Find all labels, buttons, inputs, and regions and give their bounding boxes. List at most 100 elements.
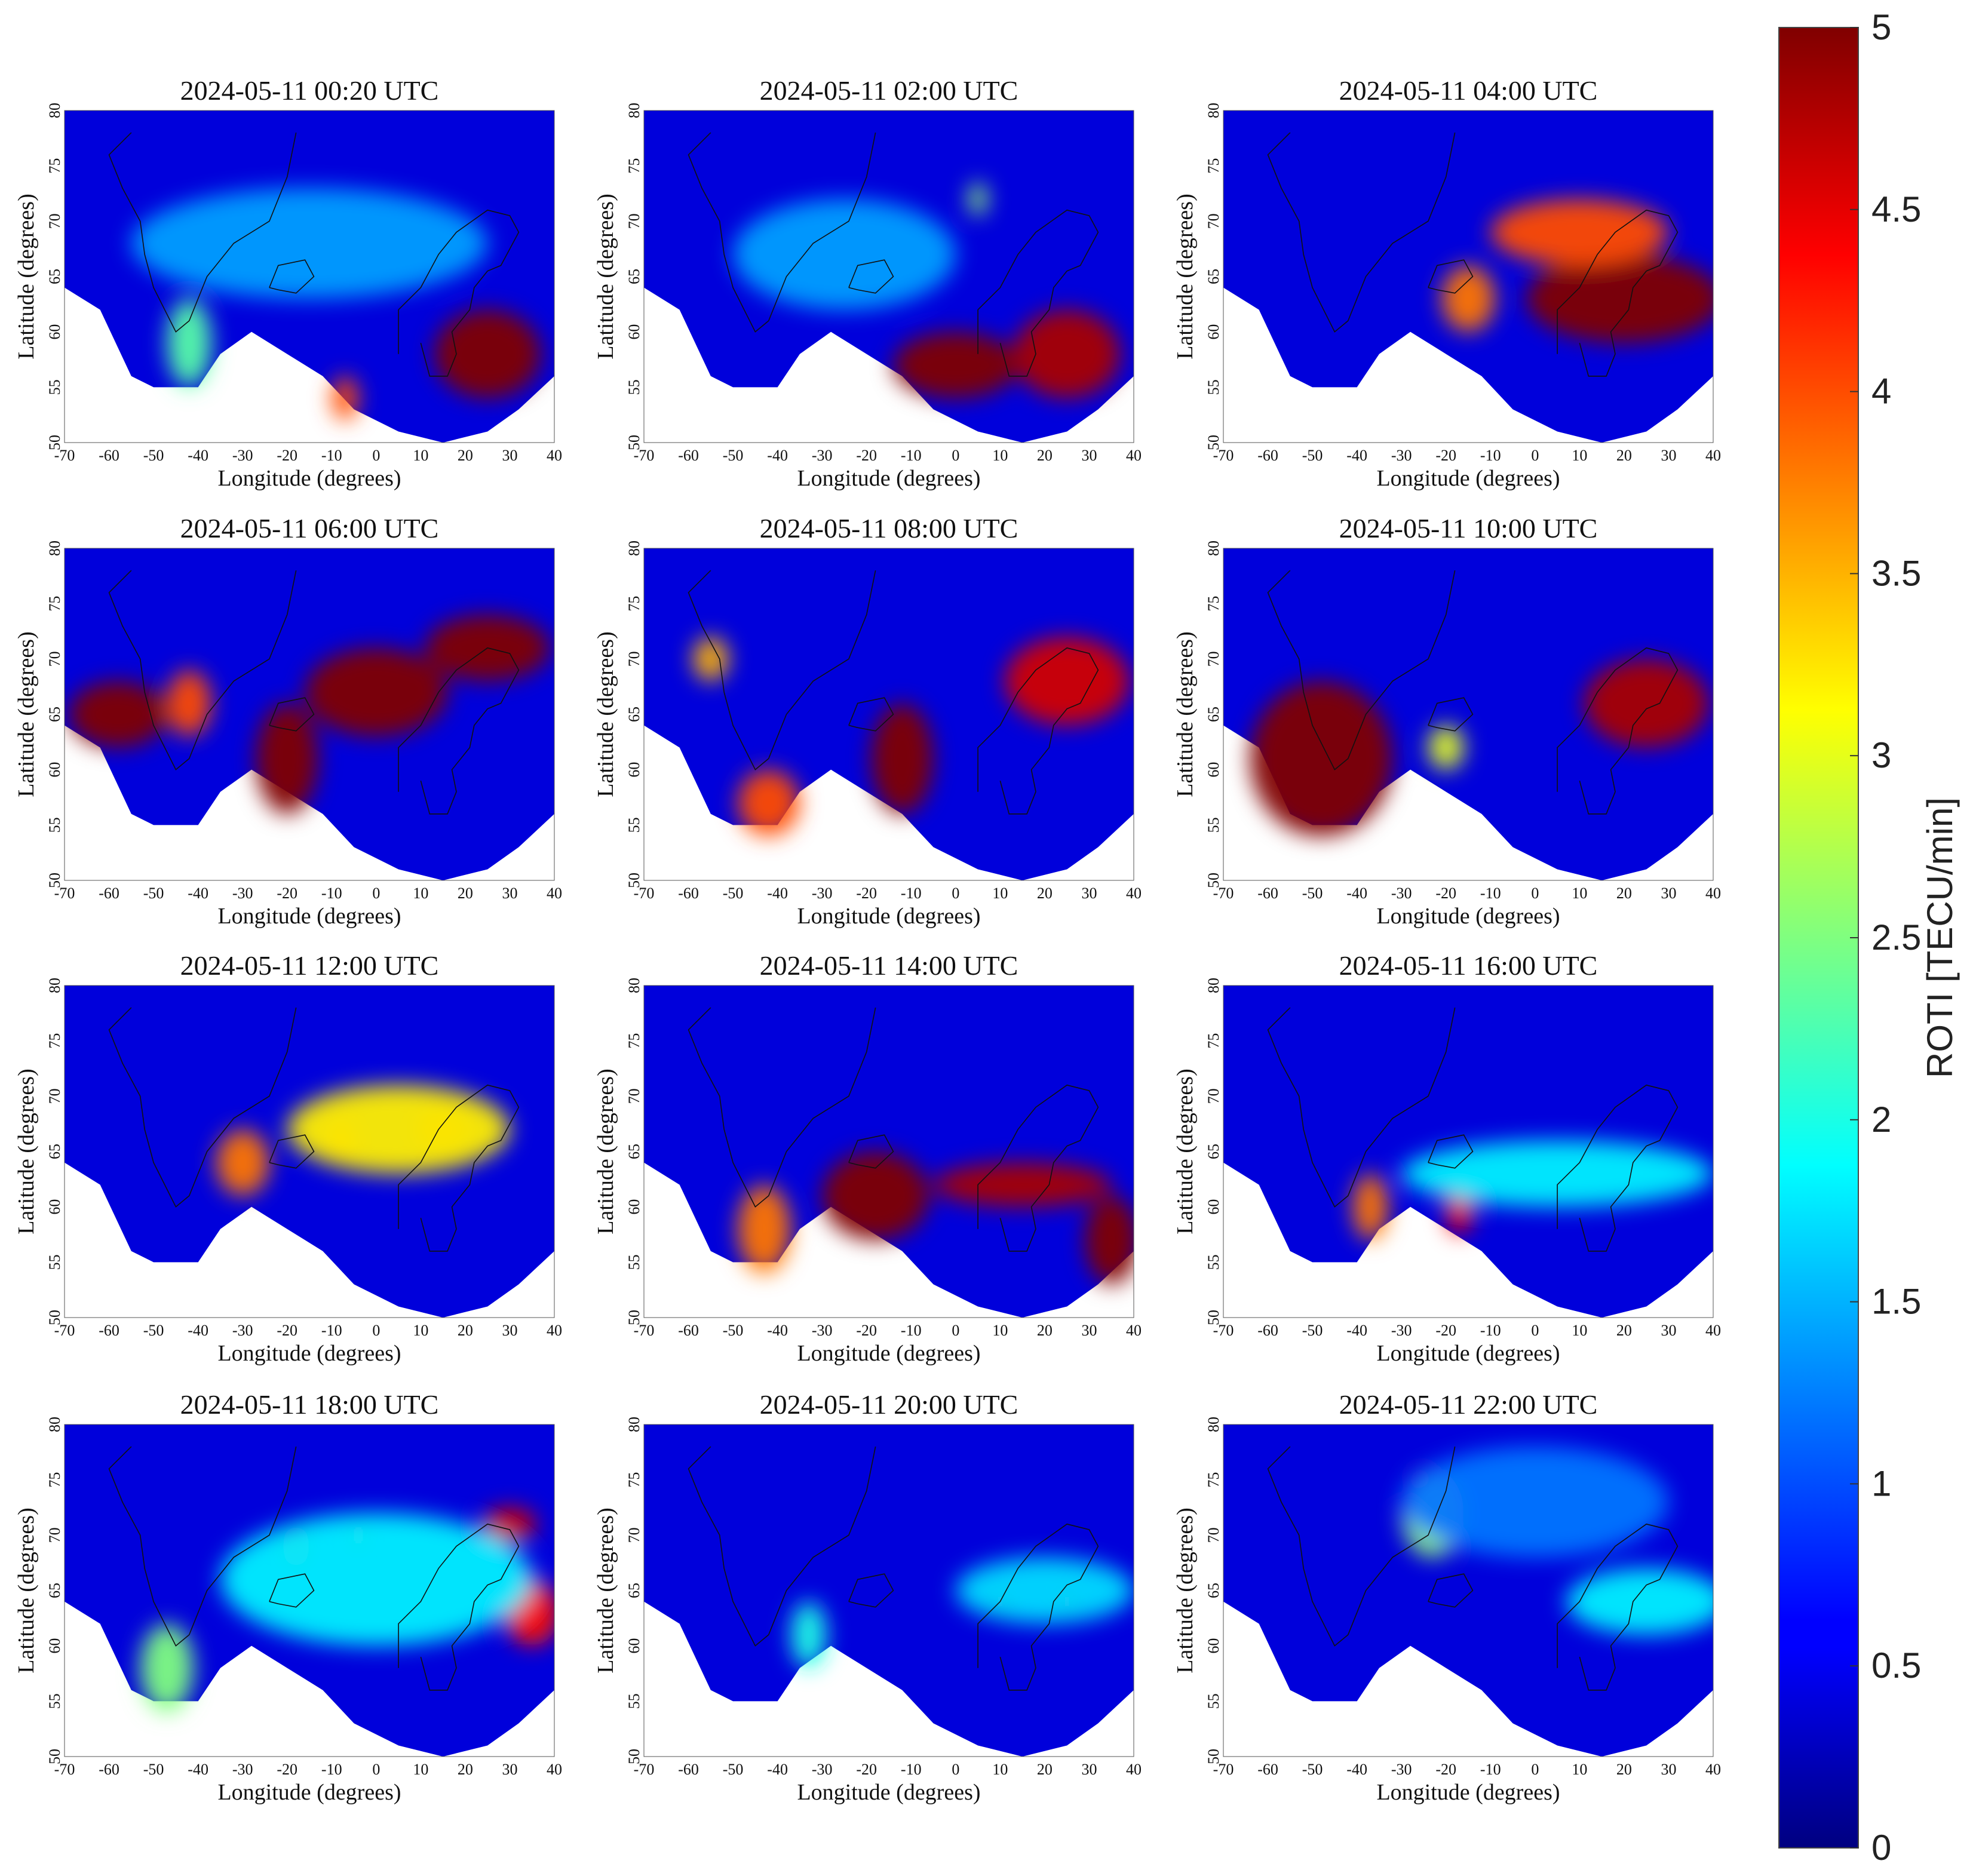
coastline [398,1523,520,1691]
x-tick-label: 40 [1126,447,1142,464]
coastline [688,132,876,333]
x-axis-label: Longitude (degrees) [797,466,980,491]
panel-title: 2024-05-11 08:00 UTC [760,513,1018,544]
roti-blob [955,1557,1134,1624]
y-tick-label: 70 [1205,213,1222,229]
x-tick-label: 30 [1081,447,1097,464]
coastline [688,570,876,770]
x-tick-label: -20 [277,447,297,464]
roti-blob [969,182,987,216]
roti-blob [305,647,448,737]
x-tick-label: -10 [1480,1761,1501,1778]
roti-blob [1401,1447,1669,1558]
y-tick-label: 75 [46,596,63,612]
x-tick-label: -30 [812,447,833,464]
x-tick-label: 20 [1037,1761,1053,1778]
coastline [848,259,894,294]
y-tick-label: 75 [46,158,63,174]
coastline [1267,1007,1456,1208]
x-tick-label: 40 [547,885,562,902]
coastline [108,132,297,333]
x-tick-label: 0 [952,1761,959,1778]
y-tick-label: 80 [46,541,63,556]
y-tick-label: 50 [1205,1310,1222,1325]
x-tick-label: -50 [143,447,164,464]
x-tick-label: 40 [547,447,562,464]
roti-blob [256,703,318,814]
roti-blob [693,637,729,681]
x-tick-label: 10 [992,885,1008,902]
map-panel: 2024-05-11 00:20 UTC -70 -60 -50 -40 -30 -20 -1… [14,75,562,491]
y-tick-label: 55 [1205,1693,1222,1709]
colorbar-tick-label: 5 [1871,7,1891,47]
y-tick-label: 70 [46,1527,63,1543]
x-tick-label: -20 [277,1761,297,1778]
coastline [398,1084,520,1252]
panel-title: 2024-05-11 00:20 UTC [180,75,439,106]
y-tick-label: 60 [46,324,63,340]
x-tick-label: 0 [372,1761,380,1778]
y-tick-label: 75 [46,1472,63,1488]
x-tick-label: -40 [767,885,788,902]
x-tick-label: 30 [1081,1761,1097,1778]
x-tick-label: 0 [1531,1761,1539,1778]
x-tick-label: -10 [901,1322,922,1339]
x-axis-label: Longitude (degrees) [797,1341,980,1366]
panels-group: 2024-05-11 00:20 UTC -70 -60 -50 -40 -30 -20 -1… [14,75,1721,1805]
plot-frame [1223,985,1714,1318]
map-panel: 2024-05-11 04:00 UTC -70 -60 -50 -40 -30 -20 -1… [1173,75,1721,491]
panel-title: 2024-05-11 22:00 UTC [1339,1389,1598,1420]
x-tick-label: -70 [634,447,655,464]
colorbar-tick-label: 1 [1871,1463,1891,1503]
y-tick-label: 75 [1205,1033,1222,1049]
y-tick-label: 65 [46,1144,63,1159]
y-tick-label: 70 [625,1088,643,1104]
coastline [688,1007,876,1208]
coastline [848,1134,894,1169]
panel-title: 2024-05-11 12:00 UTC [180,950,439,981]
x-tick-label: -60 [678,885,699,902]
x-tick-label: -70 [54,447,75,464]
y-tick-label: 75 [46,1033,63,1049]
roti-blob [871,703,934,814]
roti-blob [287,1085,510,1174]
x-tick-label: -10 [901,447,922,464]
plot-frame [643,110,1134,443]
x-tick-label: -10 [321,447,342,464]
y-axis-label: Latitude (degrees) [1173,631,1198,797]
coastline [108,1007,297,1208]
x-tick-label: -30 [232,885,253,902]
y-tick-label: 50 [625,873,643,888]
roti-blob [332,376,358,420]
x-tick-label: -10 [321,885,342,902]
x-tick-label: 0 [1531,885,1539,902]
map-panel: 2024-05-11 12:00 UTC -70 -60 -50 -40 -30 -20 -1… [14,950,562,1366]
plot-frame [1223,1424,1714,1757]
x-axis-label: Longitude (degrees) [1376,1341,1560,1366]
x-tick-label: 30 [1661,1322,1676,1339]
map-panel: 2024-05-11 06:00 UTC -70 -60 -50 -40 -30 -20 -1… [14,513,562,929]
y-tick-label: 70 [46,651,63,667]
x-tick-label: -10 [1480,447,1501,464]
x-tick-label: -70 [1213,885,1234,902]
x-tick-label: -20 [1435,885,1456,902]
x-tick-label: -60 [678,447,699,464]
x-tick-label: -40 [767,1761,788,1778]
x-tick-label: -40 [188,1322,208,1339]
x-axis-label: Longitude (degrees) [1376,466,1560,491]
roti-blob [1401,1140,1713,1207]
x-tick-label: 10 [1572,447,1587,464]
x-tick-label: -40 [1346,885,1367,902]
panel-title: 2024-05-11 20:00 UTC [760,1389,1018,1420]
panel-title: 2024-05-11 04:00 UTC [1339,75,1598,106]
y-tick-label: 55 [46,1693,63,1709]
y-tick-label: 50 [46,435,63,450]
x-tick-label: -20 [1435,447,1456,464]
x-tick-label: 30 [502,885,517,902]
x-tick-label: -30 [812,885,833,902]
y-tick-label: 75 [625,158,643,174]
x-tick-label: 20 [458,1761,473,1778]
x-tick-label: -50 [1302,1322,1323,1339]
plot-frame [643,985,1134,1318]
roti-blob [737,769,800,836]
